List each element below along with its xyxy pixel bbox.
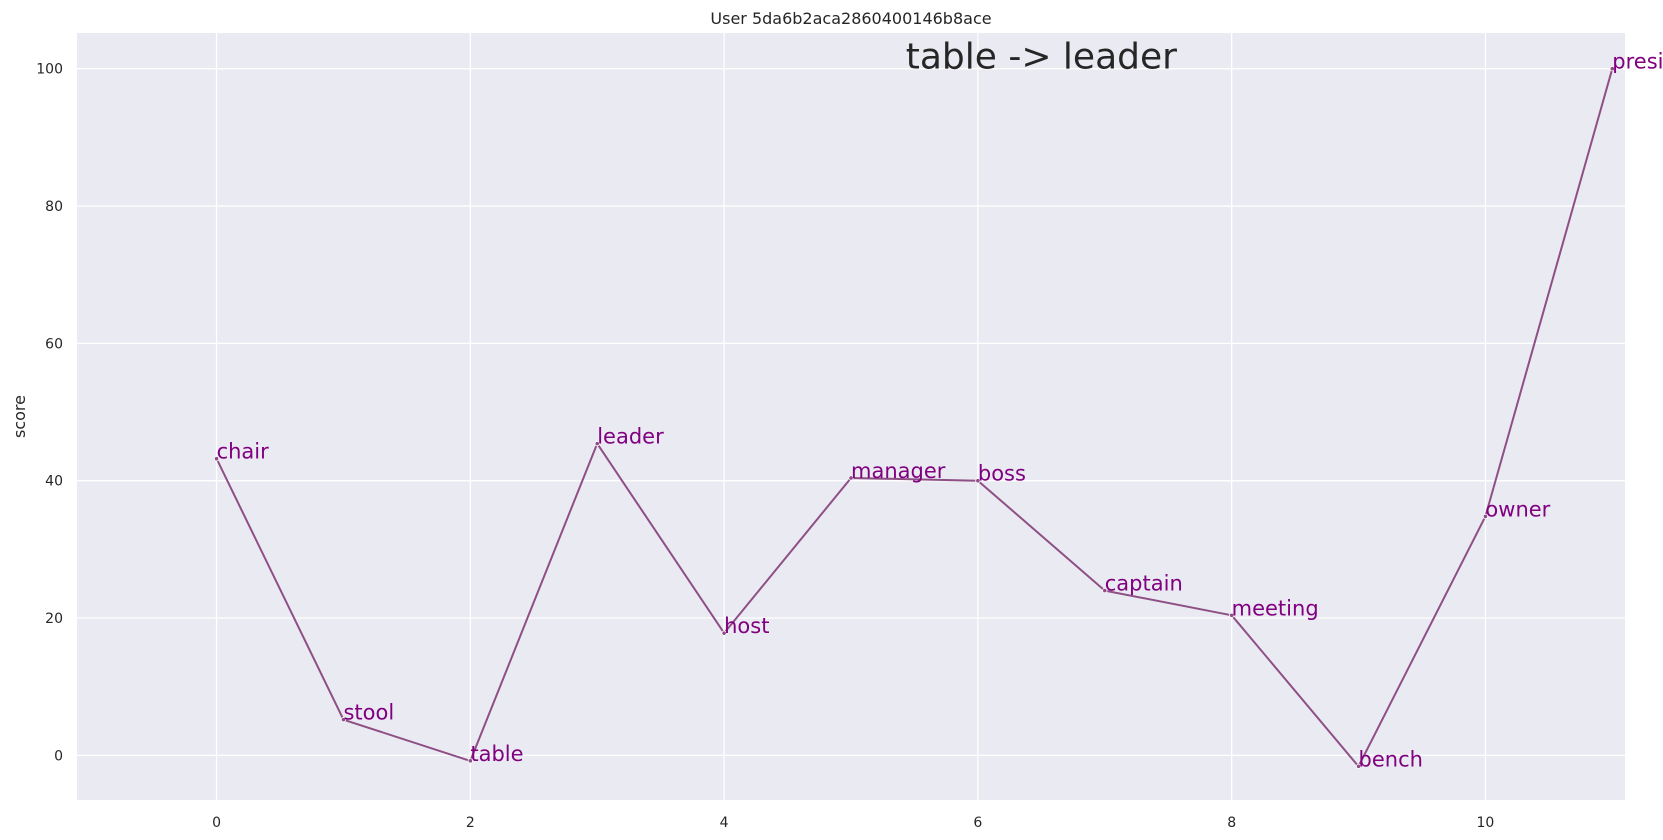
chart-annotation: table -> leader [906, 37, 1177, 78]
y-tick-label: 20 [45, 611, 63, 627]
y-tick-label: 100 [36, 62, 63, 78]
data-point [467, 758, 473, 764]
point-label: boss [978, 462, 1026, 486]
data-point [1355, 763, 1362, 769]
point-label: chair [217, 440, 270, 464]
data-point [594, 441, 600, 447]
point-label: captain [1105, 572, 1183, 596]
data-point [1609, 66, 1615, 72]
y-tick-label: 60 [45, 336, 63, 352]
x-tick-label: 0 [212, 815, 221, 831]
point-labels: chair stool table leader host manager boss capt… [217, 50, 1663, 772]
data-point [848, 475, 854, 481]
series-line [213, 66, 1615, 769]
point-label: table [470, 742, 523, 766]
x-tick-label: 10 [1477, 815, 1495, 831]
x-tick-label: 4 [720, 815, 729, 831]
point-label: meeting [1232, 596, 1319, 620]
point-label: host [724, 614, 769, 638]
data-point [1229, 612, 1235, 618]
x-tick-label: 2 [466, 815, 475, 831]
y-tick-label: 0 [54, 748, 63, 764]
grid-lines [77, 33, 1625, 800]
point-label: owner [1485, 497, 1550, 521]
chart-title: User 5da6b2aca2860400146b8ace [710, 9, 991, 28]
data-point [721, 630, 727, 636]
x-tick-label: 8 [1227, 815, 1236, 831]
y-tick-label: 80 [45, 199, 63, 215]
point-label: stool [343, 701, 394, 725]
point-label: president [1612, 50, 1663, 74]
series-polyline [215, 68, 1614, 768]
point-label: manager [851, 459, 946, 483]
data-point [1482, 513, 1489, 520]
y-tick-label: 40 [45, 474, 63, 490]
y-axis-title: score [10, 395, 29, 438]
point-label: bench [1359, 747, 1423, 771]
data-point [1102, 587, 1108, 594]
data-point [340, 717, 347, 723]
point-label: leader [597, 425, 664, 449]
x-tick-label: 6 [973, 815, 982, 831]
data-point [213, 456, 220, 462]
data-point [975, 478, 981, 484]
plot-area [77, 33, 1625, 800]
